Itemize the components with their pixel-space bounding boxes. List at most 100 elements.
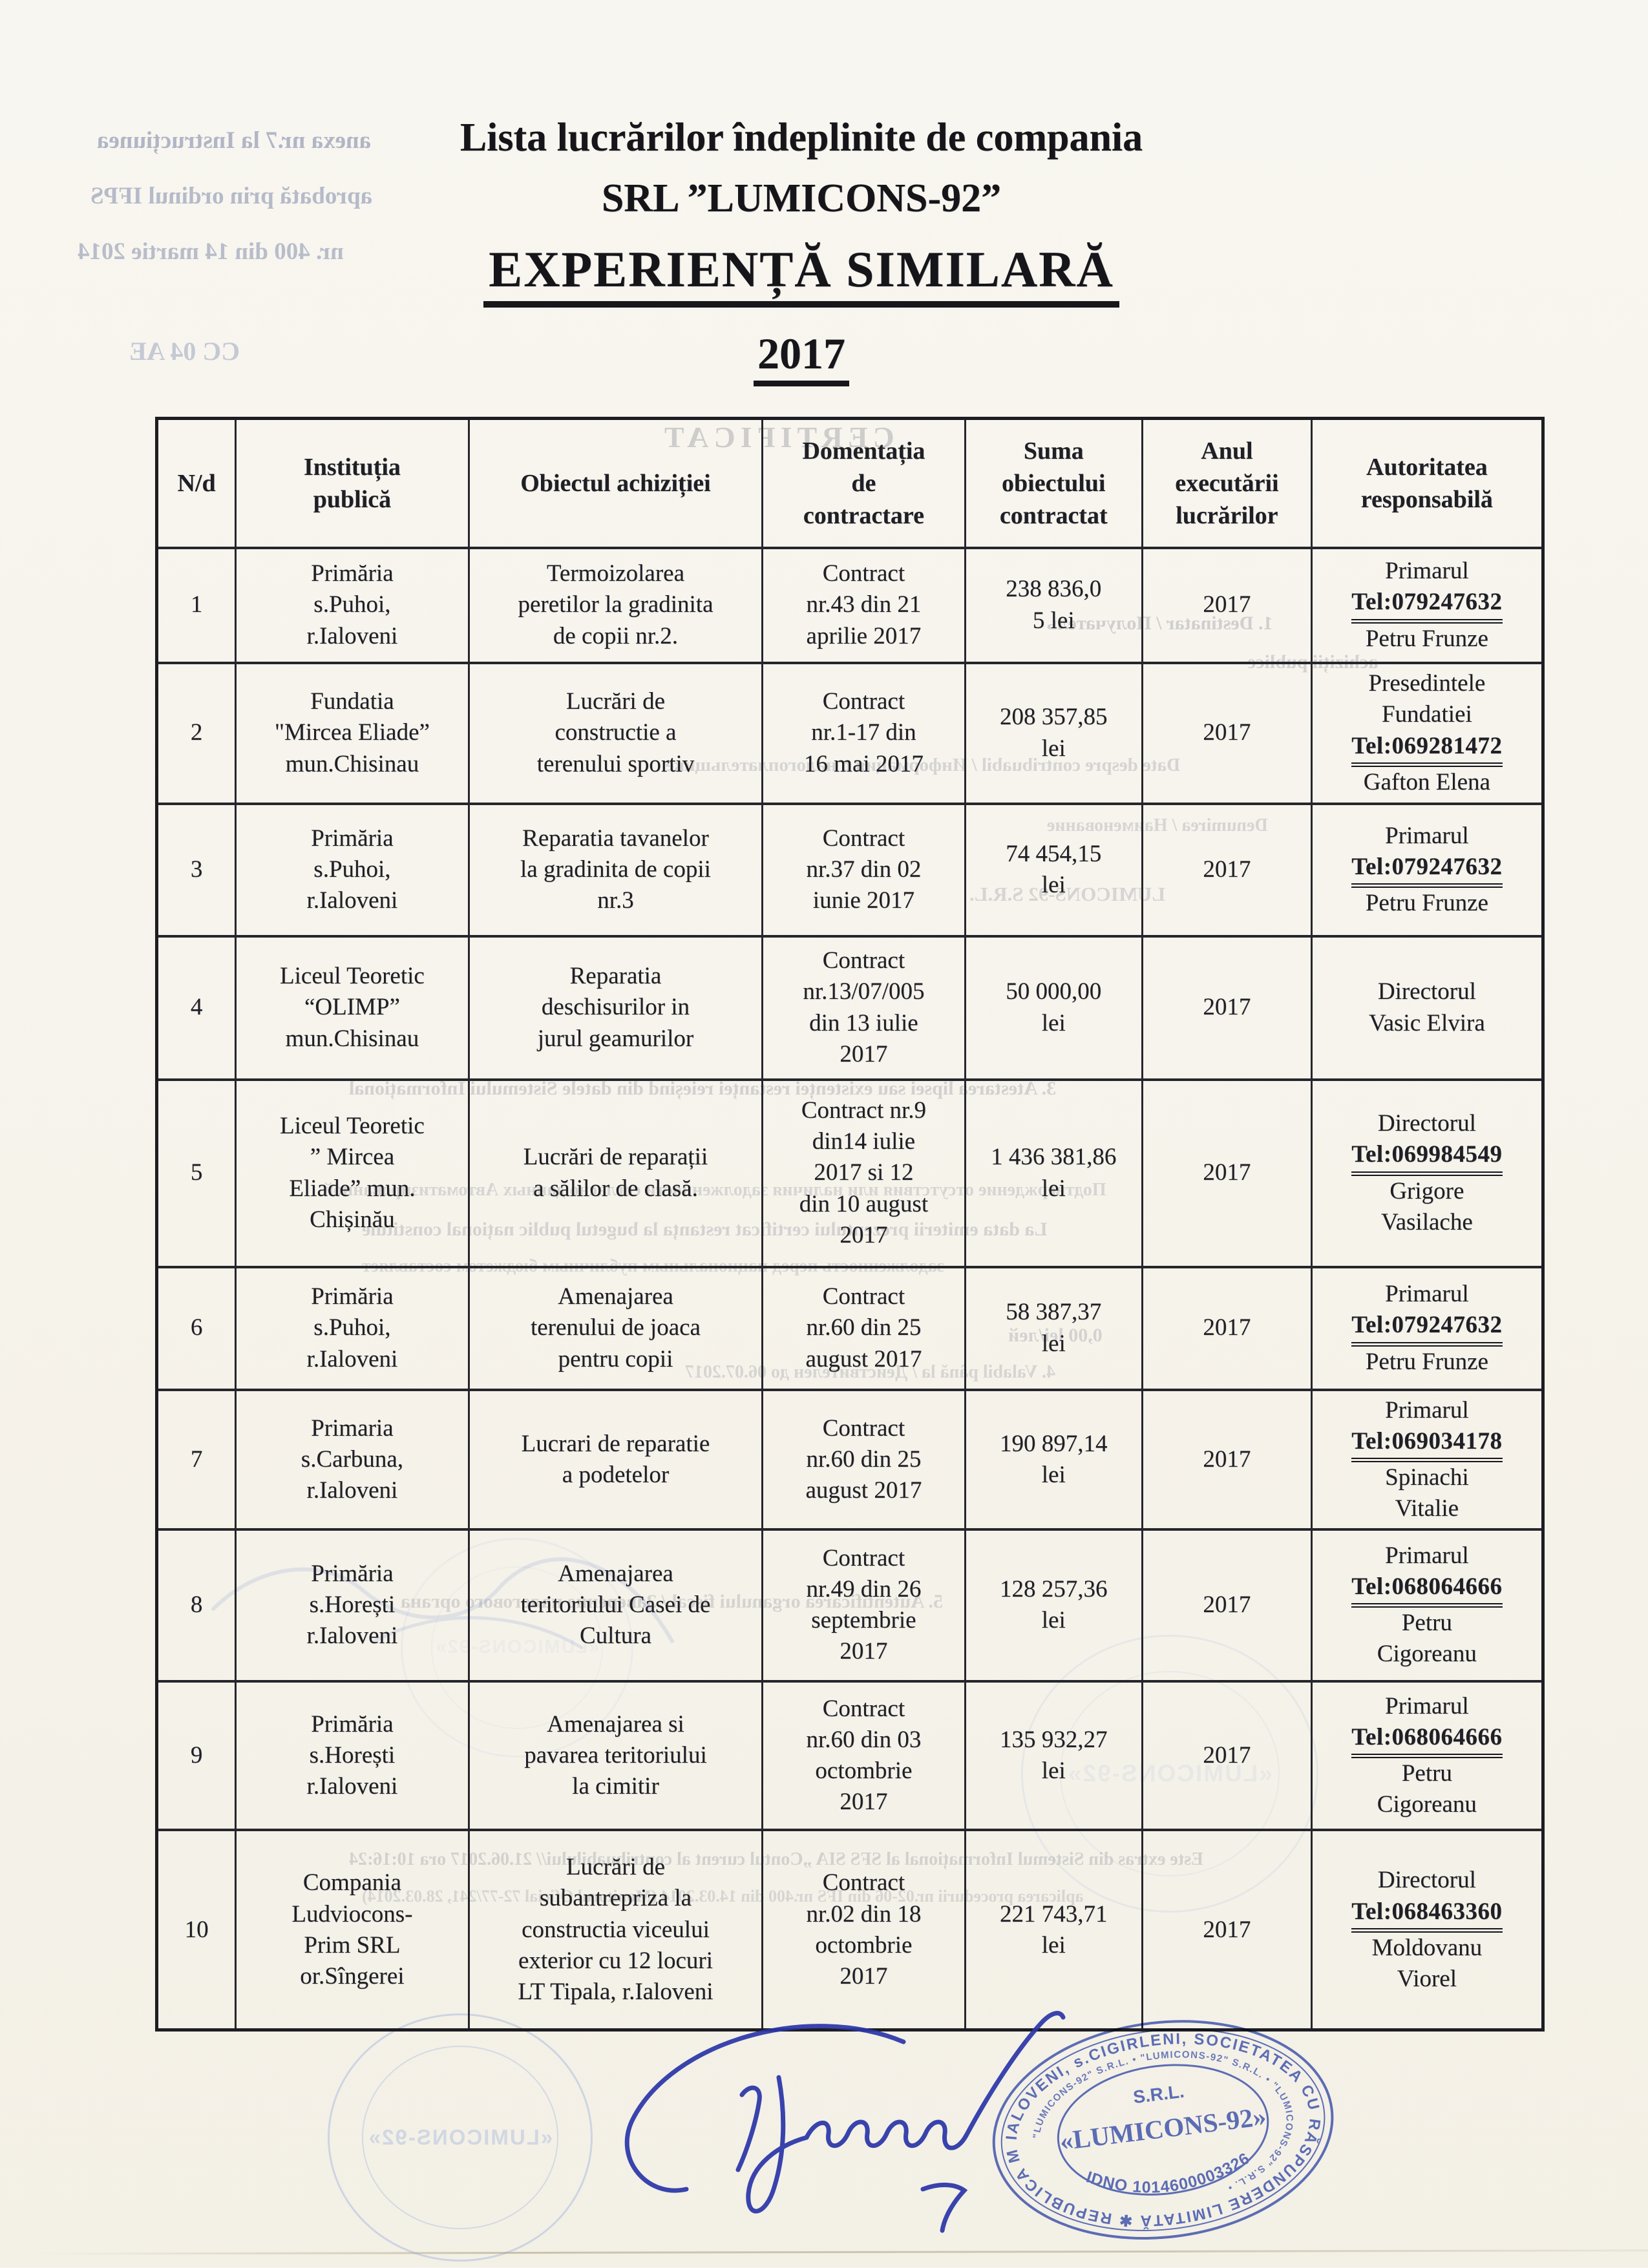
table-row: 6 Primăria s.Puhoi, r.Ialoveni Amenajarea … [155,1265,1545,1391]
cell-contract: Contract nr.43 din 21 aprilie 2017 [761,546,966,664]
header-cell-anul: Anul executării lucrărilor [1141,417,1313,549]
underlined-heading: EXPERIENȚĂ SIMILARĂ [483,240,1119,308]
header-cell-suma: Suma obiectului contractat [964,417,1144,549]
cell-contract: Contract nr.60 din 25 august 2017 [761,1265,966,1391]
cell-obiectul: Lucrari de reparatie a podetelor [467,1388,764,1531]
cell-contract: Contract nr.1-17 din 16 mai 2017 [761,661,966,805]
cell-autoritatea: Primarul Tel:068064666 Petru Cigoreanu [1310,1528,1545,1683]
authority-role: Directorul [1377,978,1476,1005]
authority-phone-row: Tel:069984549 [1316,1139,1537,1176]
cell-suma: 221 743,71 lei [964,1828,1144,2032]
authority-name: Gafton Elena [1363,768,1490,795]
phone-number: Tel:069281472 [1351,731,1503,767]
signature [624,2011,1066,2233]
page-title-line1: Lista lucrărilor îndeplinite de compania [460,116,1143,160]
authority-role: Primarul [1385,558,1469,585]
cell-obiectul: Lucrări de reparații a sălilor de clasă. [467,1078,764,1268]
stamp-bleed-label: «LUMICONS-92» [367,2125,553,2149]
underlined-year: 2017 [754,328,849,386]
cell-contract: Contract nr.60 din 25 august 2017 [761,1388,966,1531]
cell-anul: 2017 [1141,934,1313,1081]
cell-anul: 2017 [1141,1679,1313,1831]
cell-autoritatea: Directorul Tel:069984549 Grigore Vasilache [1310,1078,1545,1268]
cell-institutia: Primăria s.Puhoi, r.Ialoveni [235,1265,470,1391]
authority-role: Primarul [1385,1281,1469,1308]
cell-institutia: Primaria s.Carbuna, r.Ialoveni [235,1388,470,1531]
cell-autoritatea: Primarul Tel:079247632 Petru Frunze [1310,802,1545,938]
cell-institutia: Liceul Teoretic “OLIMP” mun.Chisinau [235,934,470,1081]
cell-nd: 7 [155,1388,237,1531]
authority-role: Primarul [1385,1396,1469,1423]
cell-institutia: Primăria s.Puhoi, r.Ialoveni [235,802,470,938]
stamp-outer-border-inner [1000,2028,1326,2231]
cell-suma: 208 357,85 lei [964,661,1144,805]
authority-role: Primarul [1385,1542,1469,1570]
cell-suma: 238 836,0 5 lei [964,546,1144,664]
cell-nd: 6 [155,1265,237,1391]
cell-contract: Contract nr.02 din 18 octombrie 2017 [761,1828,966,2032]
authority-name: Vasic Elvira [1368,1009,1485,1036]
table-row: 10 Compania Ludviocons- Prim SRL or.Sînge… [155,1828,1545,2032]
cell-autoritatea: Directorul Vasic Elvira [1310,934,1545,1081]
cell-nd: 8 [155,1528,237,1683]
table-row: 4 Liceul Teoretic “OLIMP” mun.Chisinau Rep… [155,934,1545,1081]
cell-institutia: Fundatia "Mircea Eliade” mun.Chisinau [235,661,470,805]
cell-anul: 2017 [1141,546,1313,664]
cell-contract: Contract nr.60 din 03 octombrie 2017 [761,1679,966,1831]
cell-obiectul: Amenajarea terenului de joaca pentru cop… [467,1265,764,1391]
authority-name: Spinachi Vitalie [1385,1464,1469,1522]
authority-phone-row: Tel:068064666 [1316,1722,1537,1758]
cell-institutia: Primăria s.Horești r.Ialoveni [235,1679,470,1831]
authority-name: Petru Cigoreanu [1377,1759,1477,1818]
header-cell-obiectul: Obiectul achiziției [467,417,764,549]
authority-phone-row: Tel:068463360 [1316,1896,1537,1933]
cell-suma: 135 932,27 lei [964,1679,1144,1831]
works-table: N/d Instituția publică Obiectul achiziției… [155,417,1545,2032]
table-row: 3 Primăria s.Puhoi, r.Ialoveni Reparatia t… [155,802,1545,938]
cell-nd: 2 [155,661,237,805]
cell-nd: 1 [155,546,237,664]
company-stamp: IALOVENI, s.CIGIRLENI, SOCIETATEA CU RĂS… [966,1985,1352,2267]
cell-obiectul: Reparatia deschisurilor in jurul geamuri… [467,934,764,1081]
cell-nd: 9 [155,1679,237,1831]
cell-institutia: Compania Ludviocons- Prim SRL or.Sîngere… [235,1828,470,2032]
cell-obiectul: Lucrări de subantrepriza la constructia … [467,1828,764,2032]
table-row: 5 Liceul Teoretic ” Mircea Eliade” mun. C… [155,1078,1545,1268]
header-cell-autoritatea: Autoritatea responsabilă [1310,417,1545,549]
cell-anul: 2017 [1141,802,1313,938]
cell-contract: Contract nr.49 din 26 septembrie 2017 [761,1528,966,1683]
cell-anul: 2017 [1141,661,1313,805]
cell-obiectul: Lucrări de constructie a terenului sport… [467,661,764,805]
cell-nd: 10 [155,1828,237,2032]
cell-autoritatea: Primarul Tel:068064666 Petru Cigoreanu [1310,1679,1545,1831]
cell-suma: 74 454,15 lei [964,802,1144,938]
authority-role: Presedintele Fundatiei [1368,670,1486,728]
authority-name: Moldovanu Viorel [1371,1934,1483,1992]
cell-autoritatea: Primarul Tel:069034178 Spinachi Vitalie [1310,1388,1545,1531]
cell-anul: 2017 [1141,1388,1313,1531]
authority-phone-row: Tel:079247632 [1316,852,1537,888]
cell-suma: 190 897,14 lei [964,1388,1144,1531]
stamp-inner-circle [1057,2064,1269,2196]
cell-suma: 1 436 381,86 lei [964,1078,1144,1268]
stamp-outer-border [992,2020,1334,2240]
table-row: 2 Fundatia "Mircea Eliade” mun.Chisinau Lu… [155,661,1545,805]
authority-name: Petru Frunze [1365,625,1488,652]
table-row: 7 Primaria s.Carbuna, r.Ialoveni Lucrari d… [155,1388,1545,1531]
authority-phone-row: Tel:079247632 [1316,587,1537,624]
table-row: 8 Primăria s.Horești r.Ialoveni Amenajarea… [155,1528,1545,1683]
authority-role: Directorul [1377,1867,1476,1894]
page-title-line2: SRL ”LUMICONS-92” [601,176,1002,220]
cell-anul: 2017 [1141,1265,1313,1391]
cell-autoritatea: Directorul Tel:068463360 Moldovanu Viorel [1310,1828,1545,2032]
cell-anul: 2017 [1141,1528,1313,1683]
cell-nd: 3 [155,802,237,938]
authority-phone-row: Tel:079247632 [1316,1310,1537,1347]
authority-role: Directorul [1377,1110,1476,1137]
cell-autoritatea: Presedintele Fundatiei Tel:069281472 Gafto… [1310,661,1545,805]
stamp-bleed-through: «LUMICONS-92» [328,2013,593,2262]
cell-suma: 128 257,36 lei [964,1528,1144,1683]
cell-anul: 2017 [1141,1828,1313,2032]
authority-name: Grigore Vasilache [1380,1177,1473,1235]
